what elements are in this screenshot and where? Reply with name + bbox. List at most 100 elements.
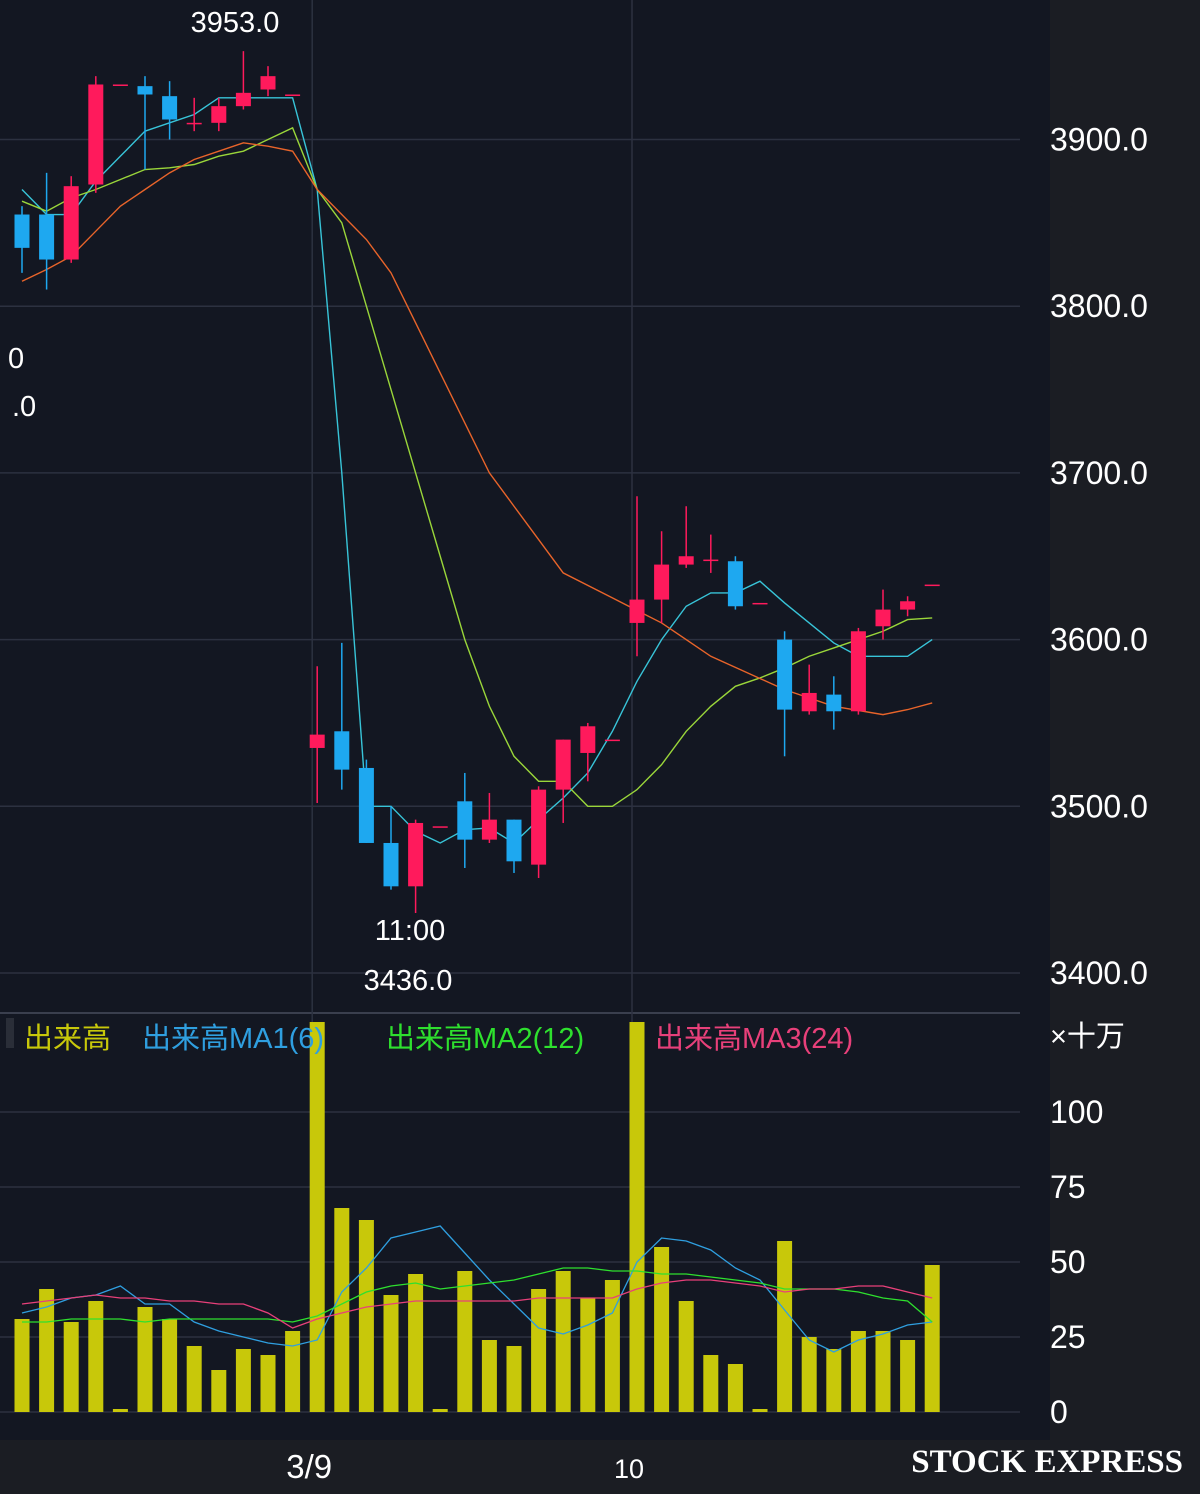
candle-body [777, 639, 793, 710]
clipped-label-1: 0 [8, 343, 24, 375]
candle [531, 786, 547, 878]
candle-body [112, 84, 128, 86]
candle-body [826, 694, 842, 712]
volume-bars [14, 1022, 940, 1412]
legend-vol-ma3: 出来高MA3(24) [655, 1022, 853, 1055]
candle-body [432, 826, 448, 828]
high-label: 3953.0 [191, 7, 280, 39]
candle-body [506, 819, 522, 862]
volume-bar [727, 1364, 743, 1412]
candle-body [604, 739, 620, 742]
volume-bar [481, 1340, 497, 1412]
volume-bar [457, 1271, 473, 1412]
volume-bar [580, 1298, 596, 1412]
candle-body [39, 214, 55, 260]
candle-body [580, 726, 596, 753]
candle-body [260, 76, 276, 90]
candle [383, 806, 399, 890]
candle [727, 556, 743, 610]
candle-body [924, 584, 940, 587]
candle [481, 792, 497, 843]
volume-bar [826, 1349, 842, 1412]
price-axis: 3400.0 3500.0 3600.0 3700.0 3800.0 3900.0 [1050, 122, 1148, 992]
volume-moving-averages [21, 1225, 933, 1353]
candle-body [14, 214, 30, 248]
candle-body [875, 609, 891, 627]
candle-body [752, 602, 768, 605]
candle-body [654, 564, 670, 600]
low-label: 3436.0 [364, 965, 453, 997]
candle [629, 496, 645, 657]
volume-bar [777, 1241, 793, 1412]
candle [334, 642, 350, 790]
volume-bar [309, 1022, 325, 1412]
volume-tick-label: 50 [1050, 1244, 1086, 1280]
candle [457, 772, 473, 868]
candle [285, 94, 301, 96]
candle [555, 739, 571, 823]
plot-background [0, 0, 1050, 1440]
volume-bar [137, 1307, 153, 1412]
candle [408, 819, 424, 913]
volume-bar [703, 1355, 719, 1412]
candle-body [334, 731, 350, 770]
candle-body [703, 559, 719, 562]
time-tick-label: 3/9 [286, 1448, 332, 1485]
candle [826, 676, 842, 730]
volume-unit-label: ×十万 [1050, 1020, 1125, 1053]
price-tick-label: 3600.0 [1050, 622, 1148, 658]
volume-bar [14, 1319, 30, 1412]
volume-bar [285, 1331, 301, 1412]
legend-volume: 出来高 [24, 1022, 111, 1055]
volume-bar [235, 1349, 251, 1412]
volume-bar [112, 1409, 128, 1412]
candle-body [137, 86, 153, 95]
candle-body [88, 84, 104, 185]
volume-bar [752, 1409, 768, 1412]
volume-bar [555, 1271, 571, 1412]
price-ma-line [21, 97, 933, 844]
volume-bar [63, 1322, 79, 1412]
candle [112, 84, 128, 86]
candle [703, 534, 719, 573]
candle [39, 172, 55, 290]
volume-ma-line [22, 1267, 933, 1323]
candle-body [801, 692, 817, 712]
volume-tick-label: 25 [1050, 1319, 1086, 1355]
candle-body [481, 819, 497, 840]
candle-body [162, 96, 178, 120]
candle [162, 81, 178, 140]
volume-tick-label: 100 [1050, 1094, 1103, 1130]
candle-body [408, 822, 424, 887]
clipped-label-2: .0 [12, 391, 36, 423]
volume-legend: 出来高 出来高MA1(6) 出来高MA2(12) 出来高MA3(24) [6, 1018, 853, 1055]
candle [678, 506, 694, 568]
volume-bar [260, 1355, 276, 1412]
price-ma-line [21, 142, 933, 716]
volume-bar [604, 1280, 620, 1412]
legend-marker [6, 1018, 14, 1048]
price-tick-label: 3900.0 [1050, 122, 1148, 158]
candle-body [309, 734, 325, 748]
volume-bar [924, 1265, 940, 1412]
low-time-label: 11:00 [375, 915, 445, 947]
legend-vol-ma2: 出来高MA2(12) [386, 1022, 584, 1055]
candle-body [285, 94, 301, 96]
volume-bar [875, 1331, 891, 1412]
volume-bar [186, 1346, 202, 1412]
candle-body [850, 631, 866, 712]
candle-body [629, 599, 645, 623]
candle [63, 176, 79, 263]
candle [924, 584, 940, 587]
candle [604, 739, 620, 742]
volume-ma-line [21, 1225, 933, 1353]
volume-bar [88, 1301, 104, 1412]
volume-bar [629, 1022, 645, 1412]
candle [777, 631, 793, 757]
volume-bar [162, 1319, 178, 1412]
volume-bar [678, 1301, 694, 1412]
volume-bar [39, 1289, 55, 1412]
time-axis: 3/9 10 [286, 1448, 644, 1485]
price-tick-label: 3500.0 [1050, 788, 1148, 824]
